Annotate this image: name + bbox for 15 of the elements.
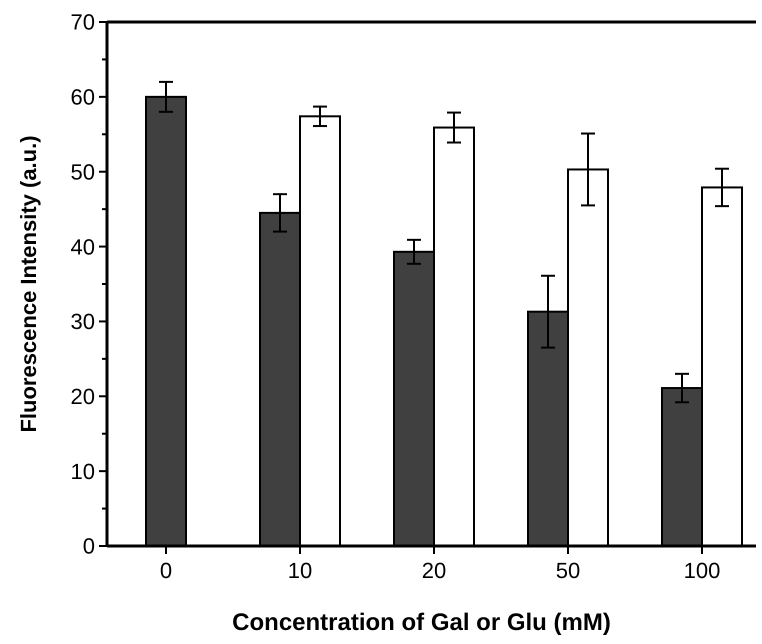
y-tick-label: 50 xyxy=(70,159,95,184)
y-tick-label: 0 xyxy=(82,534,95,559)
x-tick-label: 0 xyxy=(160,558,172,583)
x-tick-label: 10 xyxy=(288,558,312,583)
x-tick-label: 100 xyxy=(684,558,720,583)
x-tick-label: 50 xyxy=(556,558,580,583)
y-tick-label: 60 xyxy=(70,84,95,110)
y-tick-label: 70 xyxy=(70,10,95,35)
x-axis-title: Concentration of Gal or Glu (mM) xyxy=(232,609,611,636)
x-tick-label: 20 xyxy=(422,558,446,583)
y-axis-title: Fluorescence Intensity (a.u.) xyxy=(16,135,41,433)
y-tick-label: 10 xyxy=(70,458,95,484)
y-tick-label: 40 xyxy=(70,234,95,260)
y-tick-label: 20 xyxy=(70,384,95,409)
y-tick-label: 30 xyxy=(70,309,95,334)
